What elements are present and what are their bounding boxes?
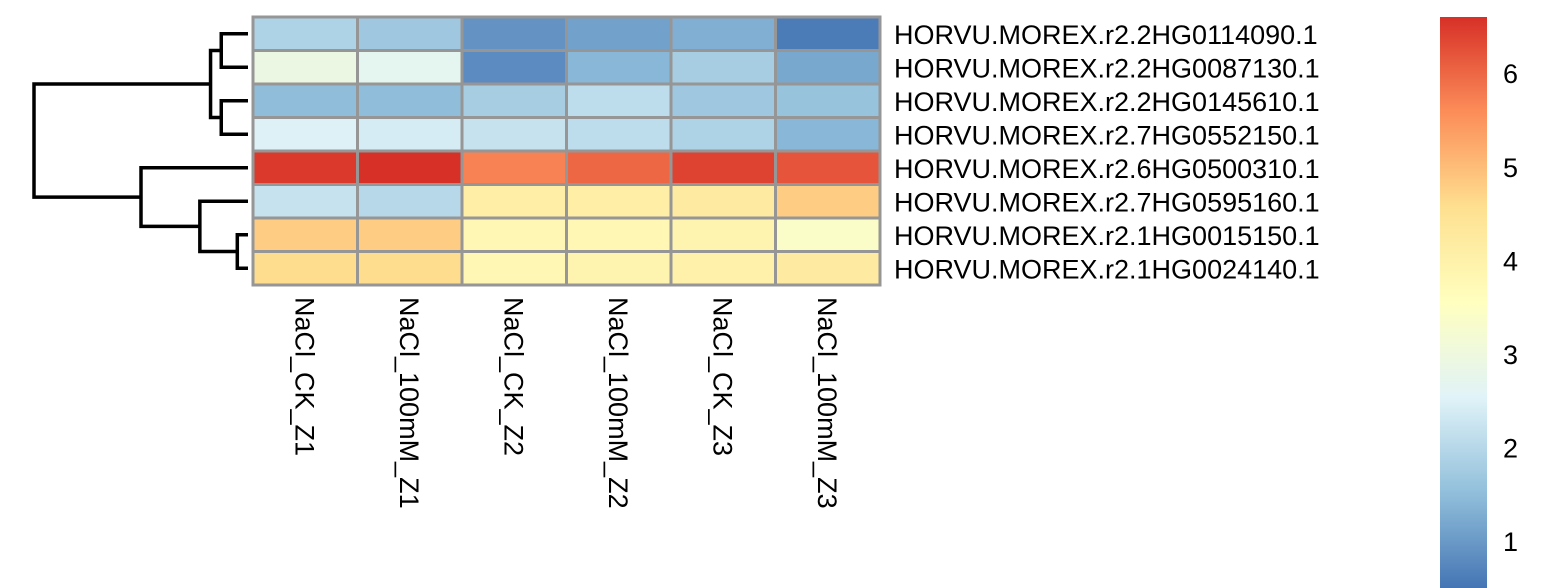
heatmap-cell [669, 149, 777, 186]
heatmap-cell [774, 49, 882, 86]
heatmap-cell [356, 183, 464, 220]
heatmap-cell [565, 250, 673, 287]
row-label: HORVU.MOREX.r2.7HG0552150.1 [894, 120, 1320, 150]
legend-tick-label: 1 [1503, 527, 1518, 557]
column-label: NaCl_CK_Z1 [289, 297, 319, 456]
heatmap-cell [356, 149, 464, 186]
legend-tick-label: 3 [1503, 340, 1518, 370]
color-legend: 1 2 3 4 5 6 [1440, 17, 1518, 588]
heatmap-cell [251, 116, 359, 153]
dendrogram-branch [32, 82, 211, 199]
heatmap-cell [565, 49, 673, 86]
heatmap-cell [774, 82, 882, 119]
row-label: HORVU.MOREX.r2.1HG0015150.1 [894, 221, 1320, 251]
dendrogram-branch [139, 166, 248, 229]
row-label: HORVU.MOREX.r2.7HG0595160.1 [894, 187, 1320, 217]
dendrogram-branch [198, 199, 248, 254]
row-label: HORVU.MOREX.r2.2HG0145610.1 [894, 87, 1320, 117]
heatmap-cell [460, 183, 568, 220]
heatmap-cell [460, 49, 568, 86]
heatmap-cell [460, 15, 568, 52]
dendrogram-branch [235, 233, 248, 270]
heatmap-cell [565, 216, 673, 253]
heatmap-cell [460, 116, 568, 153]
legend-tick-label: 6 [1503, 59, 1518, 89]
heatmap-cell [356, 15, 464, 52]
heatmap-cell [565, 15, 673, 52]
heatmap-cell [356, 216, 464, 253]
heatmap-cell [669, 183, 777, 220]
row-dendrogram [32, 32, 248, 270]
column-labels: NaCl_CK_Z1 NaCl_100mM_Z1 NaCl_CK_Z2 NaCl_10… [289, 297, 842, 509]
heatmap-cell [774, 15, 882, 52]
legend-tick-label: 5 [1503, 153, 1518, 183]
heatmap-cell [774, 250, 882, 287]
dendrogram-branch [219, 32, 248, 69]
heatmap-cell [774, 149, 882, 186]
heatmap-cell [460, 250, 568, 287]
heatmap-cell [669, 82, 777, 119]
row-label: HORVU.MOREX.r2.6HG0500310.1 [894, 154, 1320, 184]
heatmap-cell [356, 250, 464, 287]
row-label: HORVU.MOREX.r2.2HG0087130.1 [894, 53, 1320, 83]
heatmap-cell [460, 216, 568, 253]
row-label: HORVU.MOREX.r2.1HG0024140.1 [894, 254, 1320, 284]
column-label: NaCl_100mM_Z3 [812, 297, 842, 509]
legend-tick-label: 4 [1503, 246, 1518, 276]
heatmap-cell [669, 15, 777, 52]
heatmap-cell [251, 250, 359, 287]
heatmap-cell [356, 49, 464, 86]
legend-tick-label: 2 [1503, 434, 1518, 464]
color-legend-bar [1440, 17, 1487, 588]
row-label: HORVU.MOREX.r2.2HG0114090.1 [894, 20, 1318, 50]
heatmap-cell [460, 149, 568, 186]
heatmap-cell [669, 49, 777, 86]
heatmap-cell [565, 183, 673, 220]
heatmap-cell [774, 116, 882, 153]
heatmap-cell [774, 216, 882, 253]
dendrogram-branch [219, 99, 248, 136]
heatmap-cell [251, 15, 359, 52]
heatmap-cell [251, 149, 359, 186]
heatmap-cell [251, 183, 359, 220]
heatmap-cell [356, 82, 464, 119]
column-label: NaCl_100mM_Z1 [394, 297, 424, 509]
heatmap-cell [669, 250, 777, 287]
heatmap-cell [251, 216, 359, 253]
column-label: NaCl_100mM_Z2 [603, 297, 633, 509]
heatmap-cell [774, 183, 882, 220]
color-legend-ticks: 1 2 3 4 5 6 [1503, 59, 1518, 557]
column-label: NaCl_CK_Z2 [498, 297, 528, 456]
heatmap-cell [565, 149, 673, 186]
heatmap-cell [565, 82, 673, 119]
heatmap-cell [669, 116, 777, 153]
heatmap-cell [251, 82, 359, 119]
heatmap-cell [356, 116, 464, 153]
column-label: NaCl_CK_Z3 [707, 297, 737, 456]
heatmap-cells [251, 15, 882, 287]
row-labels: HORVU.MOREX.r2.2HG0114090.1HORVU.MOREX.r… [894, 20, 1320, 285]
heatmap-cell [565, 116, 673, 153]
heatmap-cell [251, 49, 359, 86]
heatmap-cell [460, 82, 568, 119]
heatmap-cell [669, 216, 777, 253]
